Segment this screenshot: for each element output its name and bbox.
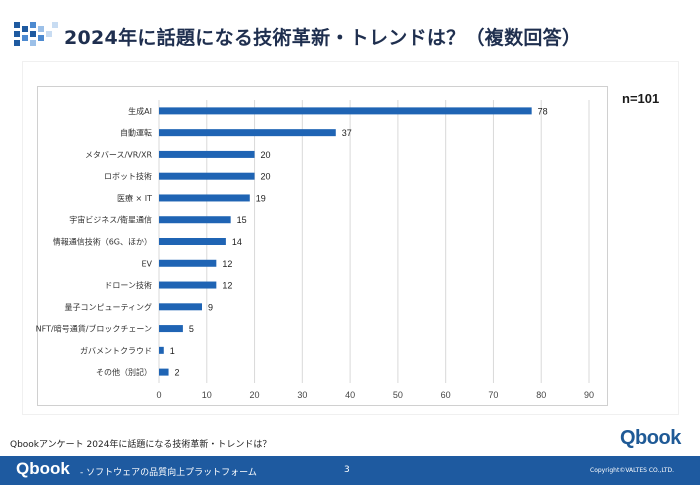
bar (159, 325, 183, 333)
sample-size-label: n=101 (622, 91, 660, 106)
bar (159, 281, 217, 289)
bottom-bar-logo: Qbook (16, 459, 70, 478)
category-label: ガバメントクラウド (80, 345, 152, 355)
category-label: EV (141, 259, 152, 268)
x-tick-label: 40 (345, 390, 355, 400)
bar (159, 346, 164, 354)
value-label: 14 (232, 237, 242, 247)
category-label: 宇宙ビジネス/衛星通信 (69, 215, 152, 225)
x-tick-label: 70 (488, 390, 498, 400)
bar (159, 303, 202, 311)
value-label: 37 (342, 128, 352, 138)
x-tick-label: 90 (584, 390, 594, 400)
value-label: 5 (189, 324, 194, 334)
value-label: 15 (237, 215, 247, 225)
x-tick-label: 20 (250, 390, 260, 400)
value-label: 1 (170, 346, 175, 356)
bar (159, 172, 255, 180)
bar (159, 368, 169, 376)
category-label: ドローン技術 (104, 280, 152, 290)
bar (159, 259, 217, 267)
bar (159, 150, 255, 158)
bar (159, 238, 226, 245)
x-tick-label: 0 (156, 390, 161, 400)
category-label: メタバース/VR/XR (85, 150, 153, 159)
category-label: 量子コンピューティング (64, 302, 152, 312)
page-title: 2024年に話題になる技術革新・トレンドは？（複数回答） (64, 27, 582, 49)
bar (159, 194, 250, 202)
category-label: 自動運転 (120, 128, 152, 138)
category-label: 生成AI (128, 106, 152, 116)
source-note: Qbookアンケート 2024年に話題になる技術革新・トレンドは？ (10, 440, 272, 450)
category-label: 情報通信技術（6G、ほか） (53, 237, 152, 247)
bottom-bar-tagline: - ソフトウェアの品質向上プラットフォーム (80, 468, 257, 478)
page-number: 3 (344, 465, 350, 475)
value-label: 19 (256, 193, 266, 203)
x-tick-label: 30 (297, 390, 307, 400)
value-label: 9 (208, 302, 213, 312)
plot-area-frame (37, 86, 608, 406)
value-label: 20 (261, 150, 271, 160)
copyright: Copyright©VALTES CO.,LTD. (590, 467, 675, 474)
bottom-bar: Qbook - ソフトウェアの品質向上プラットフォーム 3 Copyright©… (0, 456, 700, 485)
x-tick-label: 50 (393, 390, 403, 400)
value-label: 12 (222, 259, 232, 269)
x-tick-label: 60 (441, 390, 451, 400)
value-label: 78 (538, 106, 548, 116)
category-label: その他（別記） (96, 367, 152, 377)
category-label: 医療 × IT (117, 193, 152, 203)
x-tick-label: 10 (202, 390, 212, 400)
bar (159, 216, 231, 224)
header-mosaic-logo (14, 22, 58, 46)
bar (159, 107, 532, 115)
value-label: 20 (261, 172, 271, 182)
category-label: NFT/暗号通貨/ブロックチェーン (36, 324, 152, 334)
qbook-logo: Qbook (620, 427, 681, 449)
bar (159, 129, 336, 137)
x-tick-label: 80 (536, 390, 546, 400)
category-label: ロボット技術 (104, 171, 152, 181)
value-label: 2 (175, 368, 180, 378)
value-label: 12 (222, 281, 232, 291)
